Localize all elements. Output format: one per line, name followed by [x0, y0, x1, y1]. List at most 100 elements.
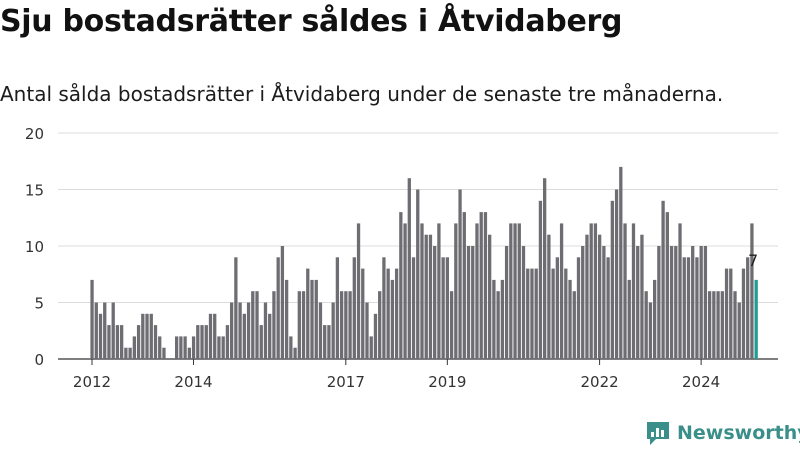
- bar: [297, 291, 301, 359]
- bar: [403, 223, 407, 359]
- x-tick-label: 2024: [682, 373, 720, 391]
- bar: [259, 325, 263, 359]
- bar: [445, 257, 450, 359]
- bar: [509, 223, 513, 359]
- bar: [572, 291, 576, 359]
- bar: [179, 336, 183, 359]
- bar: [606, 257, 610, 359]
- bar: [306, 268, 310, 359]
- bar: [504, 246, 509, 359]
- bar: [234, 257, 238, 359]
- bar: [111, 302, 115, 359]
- bar: [280, 246, 285, 359]
- bar: [551, 268, 555, 359]
- bar: [323, 325, 327, 359]
- bar: [293, 347, 297, 359]
- bar: [555, 257, 559, 359]
- bar: [513, 223, 517, 359]
- bar: [208, 313, 213, 359]
- bar: [585, 234, 589, 359]
- bar: [94, 302, 98, 359]
- bar: [251, 291, 255, 359]
- bar: [475, 223, 479, 359]
- bar: [741, 268, 746, 359]
- bar: [407, 178, 411, 359]
- bar: [521, 246, 526, 359]
- bar: [716, 291, 720, 359]
- bar: [640, 234, 644, 359]
- bar: [420, 223, 424, 359]
- bar: [107, 325, 111, 359]
- newsworthy-logo-icon: [647, 422, 669, 445]
- x-tick-label: 2022: [581, 373, 619, 391]
- bar: [386, 268, 390, 359]
- bar: [454, 223, 458, 359]
- bar: [530, 268, 534, 359]
- bar: [428, 234, 433, 359]
- bar: [746, 257, 750, 359]
- page-subtitle: Antal sålda bostadsrätter i Åtvidaberg u…: [0, 82, 724, 106]
- bar: [175, 336, 179, 359]
- bar: [652, 279, 657, 359]
- bar: [707, 291, 712, 359]
- y-tick-label: 10: [25, 238, 44, 256]
- bar: [145, 313, 149, 359]
- bar: [627, 279, 631, 359]
- x-tick-label: 2019: [428, 373, 466, 391]
- bar: [631, 223, 636, 359]
- bar: [246, 302, 251, 359]
- bar: [737, 302, 741, 359]
- bar: [124, 347, 128, 359]
- bar: [352, 257, 356, 359]
- bar: [576, 257, 581, 359]
- bar: [568, 279, 572, 359]
- bar: [695, 257, 699, 359]
- bar: [365, 302, 369, 359]
- brand-logo: Newsworthy: [645, 420, 800, 446]
- bar: [196, 325, 200, 359]
- bar: [158, 336, 162, 359]
- bar-chart: 0 5 10 15 20 7 2012 2014 2017 2019 2022 2024: [25, 125, 778, 391]
- bar: [120, 325, 124, 359]
- bar-latest: [754, 279, 758, 359]
- bar: [424, 234, 428, 359]
- bar: [483, 212, 488, 359]
- bar: [543, 178, 547, 359]
- bar: [678, 223, 682, 359]
- bar: [335, 257, 340, 359]
- bar: [449, 291, 454, 359]
- bar: [589, 223, 593, 359]
- bar: [619, 166, 623, 359]
- bar: [471, 246, 475, 359]
- bar: [724, 268, 729, 359]
- bar: [115, 325, 120, 359]
- bar: [614, 189, 619, 359]
- bar: [517, 223, 521, 359]
- bar: [128, 347, 132, 359]
- x-tick-label: 2014: [174, 373, 212, 391]
- bar: [581, 246, 585, 359]
- bar: [416, 189, 420, 359]
- bar: [339, 291, 344, 359]
- bar: [204, 325, 208, 359]
- bar: [382, 257, 386, 359]
- bar: [547, 234, 551, 359]
- bar: [602, 246, 606, 359]
- bar: [276, 257, 280, 359]
- bar: [149, 313, 153, 359]
- bar: [183, 336, 187, 359]
- bar: [318, 302, 323, 359]
- bar: [221, 336, 225, 359]
- bar: [636, 246, 640, 359]
- bar: [610, 200, 614, 359]
- bar: [526, 268, 530, 359]
- bar: [665, 212, 669, 359]
- x-tick-label: 2017: [327, 373, 365, 391]
- bar: [644, 291, 648, 359]
- bar: [674, 246, 678, 359]
- bar: [272, 291, 276, 359]
- bar: [593, 223, 598, 359]
- bar: [733, 291, 737, 359]
- bar: [242, 313, 246, 359]
- bar: [314, 279, 318, 359]
